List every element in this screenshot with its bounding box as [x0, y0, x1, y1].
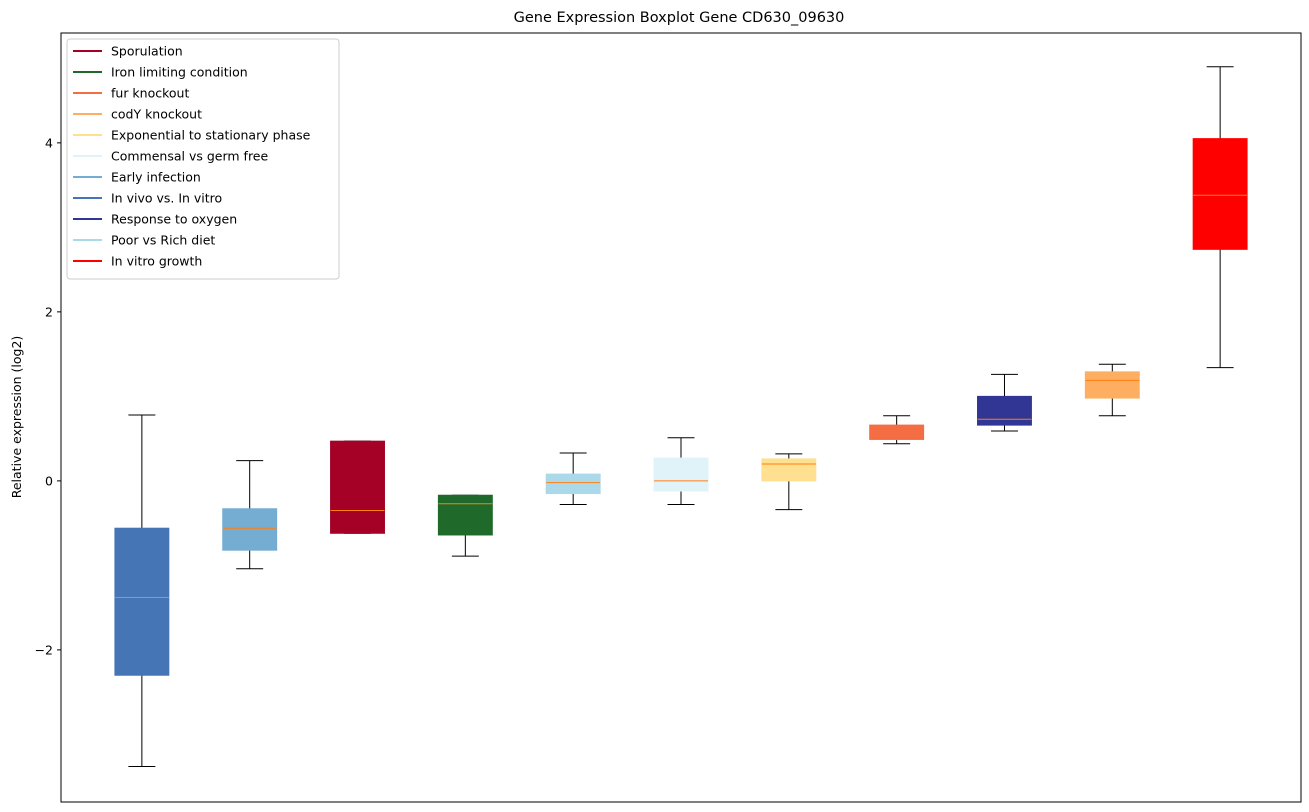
box-body	[330, 440, 385, 534]
legend-label: Exponential to stationary phase	[111, 128, 311, 143]
box	[437, 494, 493, 557]
legend-label: Response to oxygen	[111, 212, 237, 227]
legend-item: Sporulation	[73, 44, 183, 59]
legend-item: Early infection	[73, 170, 201, 185]
box-body	[1192, 138, 1248, 250]
box-body	[977, 395, 1032, 426]
box-body	[545, 473, 601, 495]
y-tick-label: 4	[45, 135, 53, 150]
legend-item: Commensal vs germ free	[73, 149, 268, 164]
legend-label: codY knockout	[111, 107, 202, 122]
chart-title: Gene Expression Boxplot Gene CD630_09630	[514, 10, 845, 26]
legend-item: In vivo vs. In vitro	[73, 191, 222, 206]
box-body	[761, 458, 817, 482]
legend-item: Exponential to stationary phase	[73, 128, 311, 143]
box-body	[869, 424, 925, 440]
box	[330, 440, 385, 534]
y-axis-label: Relative expression (log2)	[9, 336, 24, 499]
legend-item: Poor vs Rich diet	[73, 233, 215, 248]
box-body	[114, 527, 170, 676]
box-body	[437, 494, 493, 536]
boxes-group	[114, 66, 1248, 768]
y-tick-label: 2	[45, 304, 53, 319]
box	[222, 460, 278, 570]
box	[653, 437, 709, 506]
legend-label: Poor vs Rich diet	[111, 233, 215, 248]
box	[545, 452, 601, 506]
legend-item: codY knockout	[73, 107, 202, 122]
legend-frame	[66, 38, 340, 280]
legend-label: Sporulation	[111, 44, 183, 59]
box	[761, 453, 817, 511]
legend-item: Iron limiting condition	[73, 65, 248, 80]
box-body	[653, 457, 709, 492]
box	[1084, 363, 1140, 417]
box	[1192, 66, 1248, 369]
legend-label: fur knockout	[111, 86, 189, 101]
box-body	[222, 508, 278, 551]
box	[114, 414, 170, 768]
legend-item: Response to oxygen	[73, 212, 237, 227]
box	[869, 415, 925, 445]
legend-label: Iron limiting condition	[111, 65, 248, 80]
legend-label: Commensal vs germ free	[111, 149, 268, 164]
y-tick-label: 0	[45, 473, 53, 488]
y-tick-label: −2	[35, 642, 53, 657]
box	[977, 373, 1032, 432]
legend-label: In vitro growth	[111, 254, 202, 269]
legend: Sporulation Iron limiting condition fur kn…	[66, 38, 340, 280]
legend-label: Early infection	[111, 170, 201, 185]
legend-item: fur knockout	[73, 86, 189, 101]
y-axis: −2 0 2 4	[35, 135, 61, 657]
legend-item: In vitro growth	[73, 254, 202, 269]
plot-frame	[60, 32, 1302, 803]
box-body	[1084, 371, 1140, 399]
legend-label: In vivo vs. In vitro	[111, 191, 222, 206]
